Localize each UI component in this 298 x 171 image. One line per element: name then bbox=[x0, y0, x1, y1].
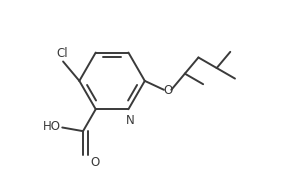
Text: O: O bbox=[163, 84, 172, 97]
Text: HO: HO bbox=[43, 120, 60, 133]
Text: N: N bbox=[126, 114, 135, 127]
Text: O: O bbox=[91, 156, 100, 169]
Text: Cl: Cl bbox=[56, 47, 68, 60]
